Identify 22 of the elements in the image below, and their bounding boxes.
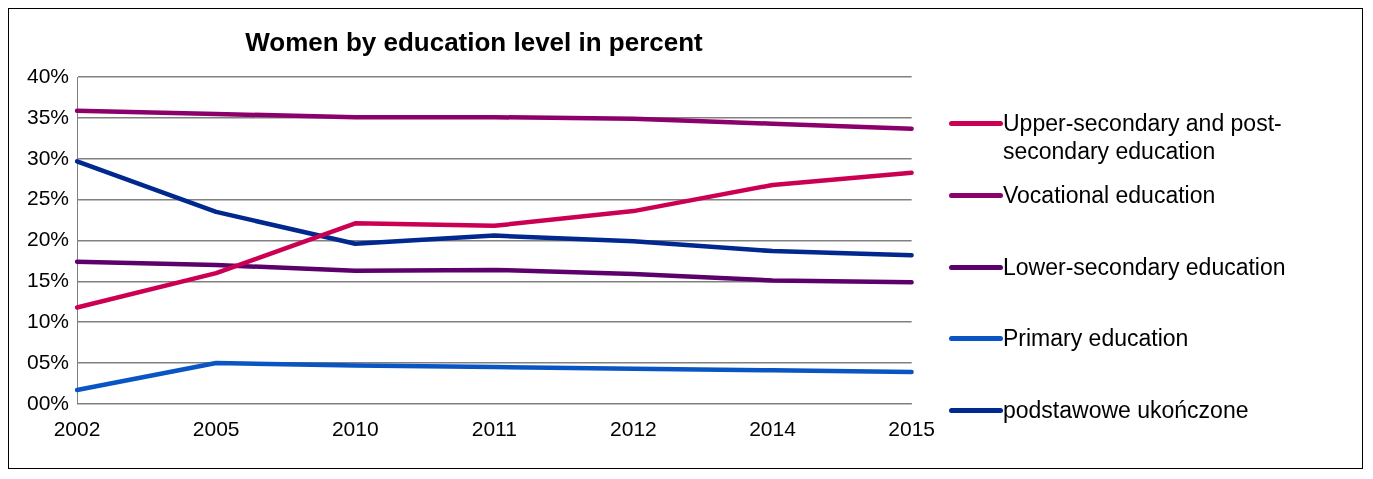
y-tick-label: 10% [27, 308, 70, 332]
y-tick-label: 20% [27, 227, 70, 251]
legend-label: Vocational education [1003, 180, 1217, 209]
y-tick-label: 15% [27, 268, 70, 292]
x-tick-label: 2012 [610, 417, 657, 441]
x-tick-label: 2014 [749, 417, 797, 441]
y-tick-label: 35% [27, 104, 70, 128]
y-tick-label: 40% [27, 64, 70, 87]
y-tick-label: 30% [27, 145, 70, 169]
y-tick-label: 05% [27, 349, 70, 373]
y-tick-label: 25% [27, 186, 70, 210]
legend-label: Lower-secondary education [1003, 252, 1287, 281]
x-tick-label: 2010 [331, 417, 379, 441]
legend-label: Upper-secondary and post-secondary education [1003, 109, 1283, 165]
legend-label: podstawowe ukończone [1003, 396, 1250, 425]
chart-title: Women by education level in percent [245, 26, 704, 57]
x-tick-label: 2015 [888, 417, 935, 441]
y-tick-label: 00% [27, 390, 70, 414]
x-tick-label: 2005 [192, 417, 240, 441]
legend-label: Primary education [1003, 324, 1190, 353]
x-tick-label: 2011 [471, 417, 517, 441]
x-tick-label: 2002 [53, 417, 101, 441]
